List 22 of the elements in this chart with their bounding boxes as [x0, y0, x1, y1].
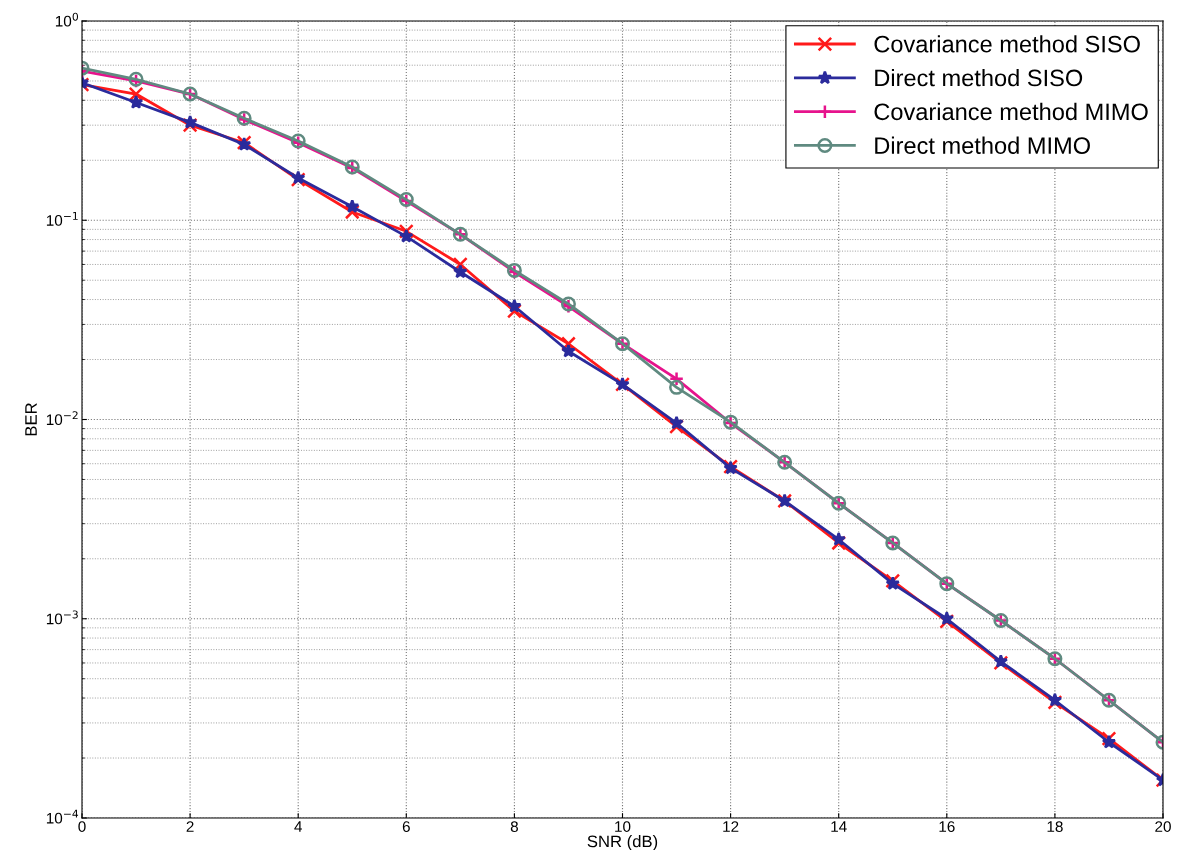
y-tick-label: 10$^{−2}$ [46, 411, 78, 426]
legend-label: Covariance method SISO [874, 35, 1140, 53]
x-tick-label: 10 [615, 821, 631, 832]
x-tick-label: 20 [1155, 821, 1171, 832]
y-tick-label: 10$^{0}$ [55, 12, 79, 27]
x-tick-label: 16 [939, 821, 955, 832]
legend-label: Covariance method MIMO [874, 102, 1148, 121]
y-tick-label: 10$^{−3}$ [46, 610, 78, 625]
x-tick-label: 0 [78, 821, 86, 832]
x-axis-title: SNR (dB) [587, 835, 658, 850]
x-tick-label: 4 [294, 821, 302, 832]
x-tick-label: 18 [1047, 821, 1063, 832]
x-tick-label: 6 [402, 821, 410, 832]
y-tick-label: 10$^{−4}$ [46, 809, 79, 824]
legend-label: Direct method SISO [875, 68, 1083, 87]
x-tick-label: 2 [186, 821, 194, 832]
y-axis-title: BER [25, 403, 37, 436]
x-tick-label: 8 [510, 821, 518, 832]
y-tick-label: 10$^{−1}$ [46, 212, 78, 226]
x-tick-label: 14 [831, 821, 847, 832]
x-tick-label: 12 [723, 821, 739, 832]
legend-label: Direct method MIMO [875, 136, 1090, 154]
